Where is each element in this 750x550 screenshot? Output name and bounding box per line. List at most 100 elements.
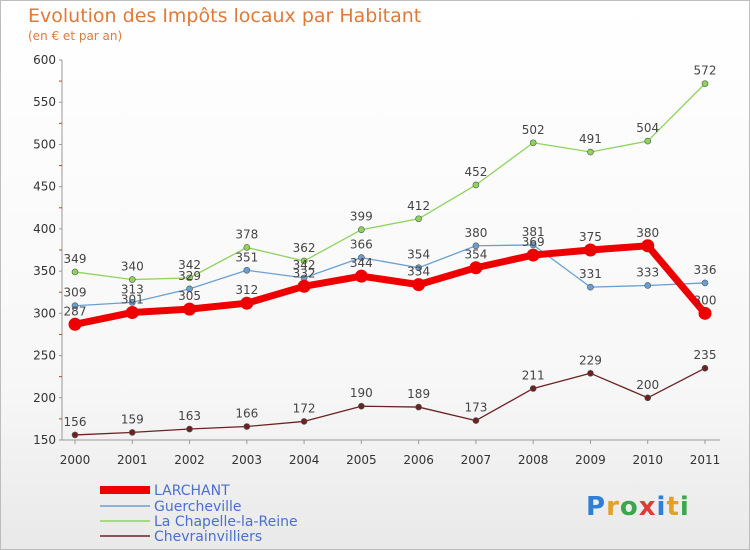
x-tick-label: 2004 [289, 453, 320, 467]
data-point [644, 137, 652, 145]
data-point [412, 278, 426, 292]
data-point [186, 425, 193, 433]
data-label: 163 [178, 409, 201, 423]
data-point [529, 241, 537, 249]
data-point [243, 244, 251, 251]
legend-label: LARCHANT [154, 483, 230, 499]
data-label: 354 [464, 248, 487, 262]
data-label: 211 [522, 368, 545, 382]
data-point [415, 215, 422, 223]
data-label: 331 [579, 267, 602, 281]
data-label: 378 [235, 227, 258, 241]
data-point [701, 80, 709, 87]
x-tick-label: 2002 [174, 453, 205, 467]
data-label: 342 [293, 258, 316, 272]
data-point [529, 385, 537, 392]
data-point [526, 248, 540, 262]
data-label: 412 [407, 199, 430, 213]
data-point [358, 402, 365, 410]
data-point [71, 431, 79, 439]
logo-letter: i [656, 492, 667, 522]
data-label: 287 [64, 304, 87, 318]
data-point [701, 279, 709, 287]
data-point [243, 423, 251, 430]
logo-letter: r [606, 492, 620, 522]
data-label: 333 [636, 265, 659, 279]
data-label: 334 [407, 265, 430, 279]
y-tick-label: 400 [33, 222, 56, 236]
data-label: 189 [407, 387, 430, 401]
data-point [243, 266, 251, 274]
data-point [240, 296, 254, 310]
data-label: 381 [522, 225, 545, 239]
data-point [68, 317, 82, 331]
data-point [297, 279, 311, 293]
data-label: 300 [694, 293, 717, 307]
data-label: 336 [694, 263, 717, 277]
data-label: 190 [350, 386, 373, 400]
x-tick-label: 2005 [346, 453, 377, 467]
data-label: 354 [407, 248, 430, 262]
data-label: 344 [350, 256, 373, 270]
data-point [358, 254, 365, 261]
chart-subtitle: (en € et par an) [28, 29, 123, 43]
y-tick-label: 250 [33, 349, 56, 363]
series-line-larchant [74, 242, 708, 328]
data-point [300, 257, 308, 265]
data-label: 313 [121, 282, 144, 296]
data-point [644, 394, 652, 402]
data-point [415, 403, 422, 411]
data-label: 502 [522, 123, 545, 137]
data-point [472, 242, 480, 250]
data-point [587, 283, 594, 291]
chart-title: Evolution des Impôts locaux par Habitant [28, 5, 422, 27]
data-point [472, 417, 480, 424]
proxiti-logo: Proxiti [586, 492, 690, 522]
data-label: 305 [178, 289, 201, 303]
data-point [128, 429, 136, 436]
data-point [183, 302, 197, 316]
x-tick-label: 2001 [117, 453, 148, 467]
data-label: 351 [235, 250, 258, 264]
data-point [186, 274, 193, 282]
data-point [641, 239, 655, 253]
x-tick-label: 2010 [632, 453, 663, 467]
data-label: 235 [694, 348, 717, 362]
data-label: 349 [64, 252, 87, 266]
y-tick-label: 550 [33, 95, 56, 109]
data-point [469, 261, 483, 275]
data-label: 340 [121, 260, 144, 274]
data-point [529, 139, 537, 147]
y-tick-label: 500 [33, 137, 56, 151]
x-tick-label: 2003 [232, 453, 263, 467]
logo-letter: t [666, 492, 680, 522]
data-label: 362 [293, 241, 316, 255]
data-point [644, 282, 652, 289]
data-label: 312 [235, 283, 258, 297]
x-tick-label: 2000 [60, 453, 91, 467]
data-label: 200 [636, 378, 659, 392]
data-point [583, 243, 597, 257]
data-label: 229 [579, 353, 602, 367]
data-point [128, 299, 136, 306]
x-tick-label: 2009 [575, 453, 606, 467]
data-point [415, 264, 422, 272]
series-line-guercheville [74, 244, 706, 307]
data-label: 504 [636, 121, 659, 135]
y-tick-label: 350 [33, 264, 56, 278]
legend-label: Chevrainvilliers [154, 529, 262, 545]
x-tick-label: 2007 [461, 453, 492, 467]
data-label: 172 [293, 401, 316, 415]
data-label: 452 [464, 165, 487, 179]
data-point [701, 364, 709, 372]
y-tick-label: 600 [33, 53, 56, 67]
y-tick-label: 300 [33, 306, 56, 320]
data-point [354, 269, 368, 283]
data-point [125, 305, 139, 319]
data-label: 399 [350, 210, 373, 224]
x-tick-label: 2011 [690, 453, 721, 467]
data-label: 375 [579, 230, 602, 244]
logo-letter: P [586, 492, 607, 522]
data-point [186, 285, 193, 293]
